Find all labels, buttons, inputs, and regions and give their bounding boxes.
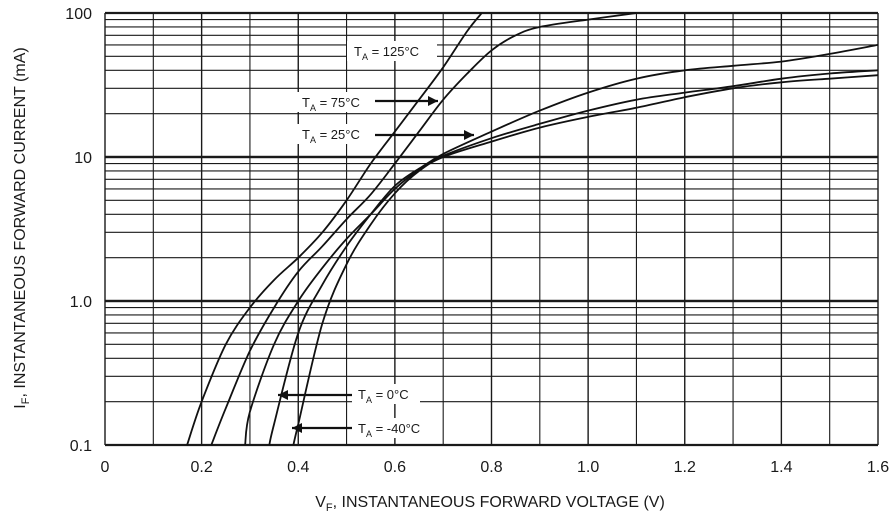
- label-background: [296, 92, 374, 112]
- series-minus40c: [292, 74, 879, 446]
- x-tick-label: 1.2: [674, 459, 696, 476]
- arrow-head: [292, 423, 302, 433]
- x-tick-label: 0.8: [480, 459, 502, 476]
- label-ta-75c: TA = 75°C: [302, 95, 360, 113]
- arrow-head: [428, 96, 438, 106]
- series-125c: [186, 12, 483, 446]
- label-background: [347, 41, 437, 61]
- label-ta-125c: TA = 125°C: [354, 44, 419, 62]
- x-tick-label: 0.6: [384, 459, 406, 476]
- y-tick-label: 10: [74, 150, 92, 167]
- y-tick-label: 1.0: [70, 294, 92, 311]
- label-background: [352, 384, 420, 404]
- series-0c: [268, 69, 879, 446]
- label-ta-minus40c: TA = -40°C: [358, 421, 420, 439]
- y-tick-label: 100: [65, 6, 92, 23]
- annotations: TA = 125°C TA = 75°C TA = 25°C TA = 0°C TA =…: [278, 41, 474, 439]
- arrow-head: [278, 390, 288, 400]
- series-75c: [210, 12, 637, 446]
- y-axis-label: IF, INSTANTANEOUS FORWARD CURRENT (mA): [12, 47, 32, 408]
- x-axis-label: VF, INSTANTANEOUS FORWARD VOLTAGE (V): [315, 494, 665, 514]
- arrow-head: [464, 130, 474, 140]
- series-25c: [244, 44, 879, 446]
- x-tick-label: 0.4: [287, 459, 309, 476]
- tick-labels: 0 0.2 0.4 0.6 0.8 1.0 1.2 1.4 1.6 0.1 1.0 10 100: [65, 6, 889, 476]
- series-lines: [186, 12, 879, 446]
- x-tick-label: 1.0: [577, 459, 599, 476]
- x-tick-label: 0.2: [191, 459, 213, 476]
- label-ta-25c: TA = 25°C: [302, 127, 360, 145]
- label-ta-0c: TA = 0°C: [358, 387, 409, 405]
- label-background: [296, 124, 374, 144]
- x-tick-label: 0: [101, 459, 110, 476]
- grid-major: [104, 11, 879, 447]
- x-tick-label: 1.6: [867, 459, 889, 476]
- x-tick-label: 1.4: [770, 459, 792, 476]
- y-tick-label: 0.1: [70, 438, 92, 455]
- label-background: [352, 418, 432, 438]
